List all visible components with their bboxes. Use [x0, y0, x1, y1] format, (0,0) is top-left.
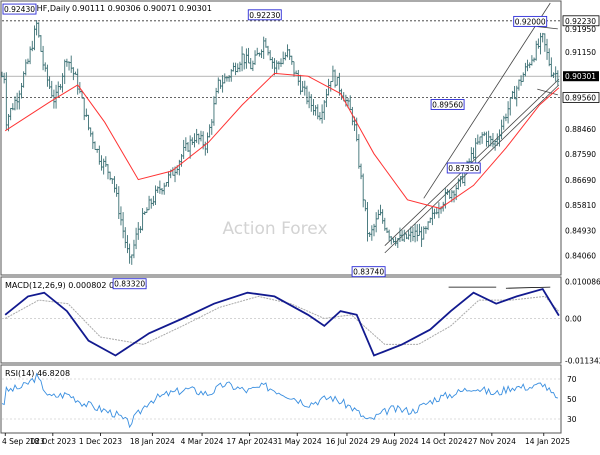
x-tick-label: 4 Mar 2024 — [181, 437, 224, 446]
x-tick-label: 14 Oct 2024 — [421, 437, 468, 446]
macd-header: MACD(12,26,9) 0.000802 0.001868 — [5, 281, 147, 290]
x-tick-label: 31 May 2024 — [273, 437, 322, 446]
price-tick-label: 0.91150 — [565, 48, 596, 57]
price-annotation: 0.92430 — [2, 3, 37, 15]
price-annotation-box — [247, 9, 282, 21]
price-tick-label: 0.84930 — [565, 226, 596, 235]
price-tick-label: 0.91950 — [565, 25, 596, 34]
header-symbol: USDCHF,Daily — [14, 4, 70, 13]
x-tick-label: 18 Oct 2023 — [30, 437, 77, 446]
reference-lines — [2, 20, 560, 420]
x-tick-label: 17 Apr 2024 — [226, 437, 273, 446]
current-price-label: 0.90301 — [565, 72, 596, 81]
macd-line — [4, 287, 560, 357]
price-annotation: 0.87350 — [446, 162, 481, 174]
channel-line-1 — [423, 2, 551, 199]
price-annotation-box — [351, 266, 386, 278]
rsi-header: RSI(14) 46.8208 — [5, 369, 70, 378]
price-bar — [556, 70, 560, 86]
price-annotation-label: 0.92430 — [4, 5, 35, 14]
price-level-label: 0.92230 — [565, 17, 596, 26]
price-tick-label: 0.86690 — [565, 176, 596, 185]
price-annotation-label: 0.83320 — [114, 280, 145, 289]
rsi-panel-frame — [0, 364, 562, 434]
macd-tick-label: 0.010086 — [565, 277, 600, 286]
price-level-marker — [562, 15, 600, 27]
price-annotation-label: 0.92000 — [515, 17, 546, 26]
x-tick-label: 18 Jan 2024 — [130, 437, 175, 446]
macd-tick-label: -0.011342 — [565, 356, 600, 365]
header-ohlc: 0.90111 0.90306 0.90071 0.90301 — [72, 4, 212, 13]
price-annotation: 0.92230 — [247, 9, 282, 21]
rsi-tick-label: 50 — [567, 395, 577, 404]
price-annotations: 0.92430 0.83320 0.92230 0.83740 0.89560 0.873… — [2, 3, 548, 290]
x-tick-label: 29 Aug 2024 — [371, 437, 419, 446]
price-annotation: 0.83320 — [112, 278, 147, 290]
channel-line-2 — [384, 78, 560, 247]
macd-panel-frame — [0, 276, 562, 364]
macd-signal-line — [4, 295, 560, 345]
price-tick-label: 0.84060 — [565, 251, 596, 260]
price-panel-frame — [0, 0, 562, 276]
price-annotation: 0.89560 — [430, 99, 465, 110]
x-tick-label: 14 Jan 2025 — [525, 437, 570, 446]
rsi-tick-label: 30 — [567, 415, 577, 424]
price-annotation-box — [430, 99, 465, 110]
macd-tick-label: 0.00 — [565, 315, 582, 324]
rsi-tick-label: 70 — [567, 375, 577, 384]
price-annotation-label: 0.92230 — [249, 11, 280, 20]
price-annotation-box — [446, 162, 481, 174]
support-line — [537, 88, 558, 96]
x-tick-label: 4 Sep 2023 — [2, 437, 45, 446]
price-annotation-box — [112, 278, 147, 290]
price-level-label: 0.89560 — [565, 94, 596, 103]
price-annotation-box — [513, 15, 548, 27]
price-header: USDCHF,Daily 0.90111 0.90306 0.90071 0.9… — [14, 4, 212, 13]
moving-average-line — [4, 72, 560, 209]
current-price-marker — [563, 71, 599, 82]
price-annotation-box — [2, 3, 37, 15]
indicator-lines — [1, 72, 560, 429]
price-annotation-label: 0.83740 — [353, 268, 384, 277]
price-tick-label: 0.87590 — [565, 150, 596, 159]
price-tick-label: 0.88460 — [565, 125, 596, 134]
x-tick-label: 27 Nov 2024 — [468, 437, 516, 446]
price-annotation-label: 0.89560 — [432, 101, 463, 110]
price-level-marker — [562, 92, 600, 103]
price-annotation: 0.92000 — [513, 15, 548, 27]
macd-divergence-line-1 — [505, 286, 551, 289]
x-tick-label: 1 Dec 2023 — [79, 437, 122, 446]
price-annotation-label: 0.87350 — [448, 164, 479, 173]
rsi-line — [1, 372, 558, 429]
price-tick-label: 0.85810 — [565, 201, 596, 210]
resistance-line — [537, 26, 558, 30]
price-annotation: 0.83740 — [351, 266, 386, 278]
watermark: Action Forex — [222, 219, 327, 239]
x-tick-label: 16 Jul 2024 — [326, 437, 369, 446]
